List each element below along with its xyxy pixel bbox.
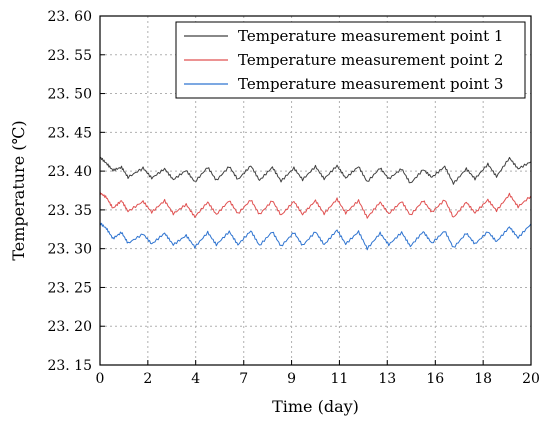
- legend-label-2: Temperature measurement point 2: [238, 51, 503, 69]
- grid: [100, 16, 531, 365]
- legend: Temperature measurement point 1 Temperatu…: [175, 21, 526, 99]
- x-tick-label: 2: [143, 371, 152, 387]
- legend-box: [175, 21, 526, 99]
- x-tick-label: 13: [378, 371, 396, 387]
- x-tick-label: 11: [331, 371, 349, 387]
- y-tick-label: 23. 50: [47, 87, 92, 103]
- series-line-2: [99, 191, 532, 219]
- x-tick-label: 20: [522, 371, 540, 387]
- y-tick-label: 23. 35: [47, 203, 92, 219]
- x-tick-label: 18: [474, 371, 492, 387]
- legend-label-1: Temperature measurement point 1: [238, 27, 503, 45]
- axis-ticks: [99, 15, 532, 366]
- x-tick-label: 16: [426, 371, 444, 387]
- series-line-3: [99, 222, 532, 251]
- y-tick-label: 23. 30: [47, 242, 92, 258]
- x-tick-label: 9: [287, 371, 296, 387]
- x-tick-label: 4: [191, 371, 200, 387]
- y-tick-label: 23. 40: [47, 164, 92, 180]
- series-layer: [99, 156, 532, 251]
- x-tick-label: 0: [96, 371, 105, 387]
- y-tick-label: 23. 55: [47, 48, 92, 64]
- legend-label-3: Temperature measurement point 3: [238, 75, 503, 93]
- plot-frame: [99, 15, 532, 366]
- y-tick-label: 23. 60: [47, 9, 92, 25]
- x-axis-tick-labels: 0 2 4 7 9 11 13 16 18 20: [96, 371, 540, 387]
- y-axis-tick-labels: 23. 15 23. 20 23. 25 23. 30 23. 35 23. 40 23. …: [47, 9, 92, 374]
- y-axis-label: Temperature (℃): [9, 120, 28, 260]
- series-line-1: [99, 156, 532, 185]
- x-axis-label: Time (day): [272, 397, 359, 416]
- y-tick-label: 23. 45: [47, 125, 92, 141]
- x-tick-label: 7: [239, 371, 248, 387]
- y-tick-label: 23. 20: [47, 319, 92, 335]
- y-tick-label: 23. 15: [47, 358, 92, 374]
- y-tick-label: 23. 25: [47, 280, 92, 296]
